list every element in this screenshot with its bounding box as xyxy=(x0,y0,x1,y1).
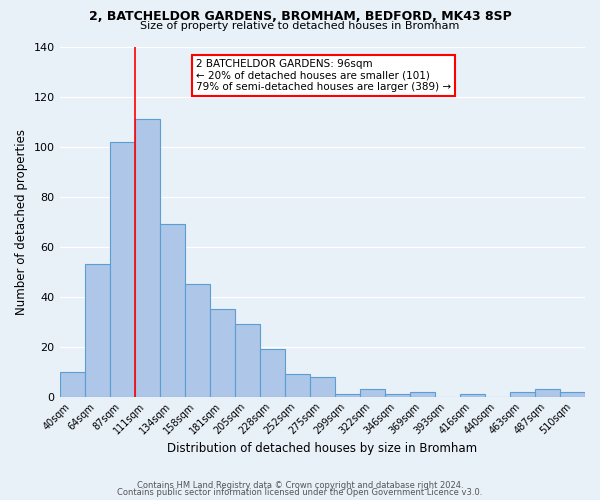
Bar xyxy=(209,309,235,396)
Bar xyxy=(560,392,585,396)
Bar xyxy=(310,376,335,396)
Bar xyxy=(535,389,560,396)
Bar xyxy=(510,392,535,396)
Bar xyxy=(460,394,485,396)
Text: 2, BATCHELDOR GARDENS, BROMHAM, BEDFORD, MK43 8SP: 2, BATCHELDOR GARDENS, BROMHAM, BEDFORD,… xyxy=(89,10,511,23)
Bar xyxy=(360,389,385,396)
Bar xyxy=(134,119,160,396)
Bar xyxy=(385,394,410,396)
Bar xyxy=(160,224,185,396)
Bar xyxy=(260,349,285,397)
Y-axis label: Number of detached properties: Number of detached properties xyxy=(15,128,28,314)
Bar xyxy=(185,284,209,397)
Bar xyxy=(59,372,85,396)
Bar xyxy=(410,392,435,396)
X-axis label: Distribution of detached houses by size in Bromham: Distribution of detached houses by size … xyxy=(167,442,478,455)
Bar xyxy=(110,142,134,396)
Text: Contains public sector information licensed under the Open Government Licence v3: Contains public sector information licen… xyxy=(118,488,482,497)
Text: Contains HM Land Registry data © Crown copyright and database right 2024.: Contains HM Land Registry data © Crown c… xyxy=(137,481,463,490)
Text: 2 BATCHELDOR GARDENS: 96sqm
← 20% of detached houses are smaller (101)
79% of se: 2 BATCHELDOR GARDENS: 96sqm ← 20% of det… xyxy=(196,59,451,92)
Bar xyxy=(85,264,110,396)
Bar xyxy=(335,394,360,396)
Text: Size of property relative to detached houses in Bromham: Size of property relative to detached ho… xyxy=(140,21,460,31)
Bar xyxy=(285,374,310,396)
Bar xyxy=(235,324,260,396)
